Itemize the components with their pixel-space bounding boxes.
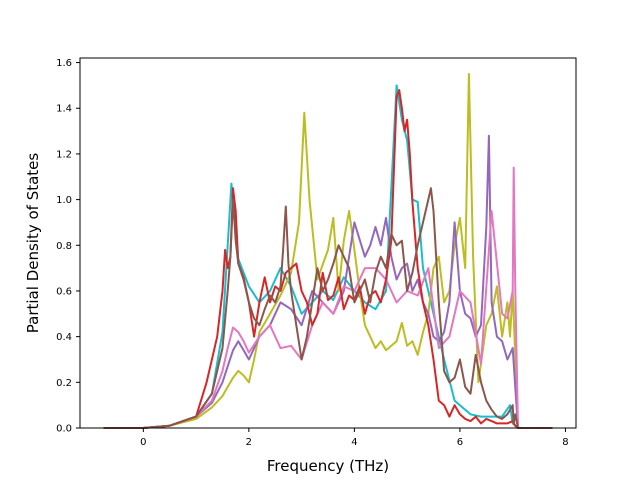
y-axis-ticks: 0.0 0.2 0.4 0.6 0.8 1.0 1.2 1.4 1.6 bbox=[56, 58, 80, 435]
y-tick-label: 0.0 bbox=[56, 424, 72, 435]
x-tick-label: 8 bbox=[562, 437, 568, 448]
y-tick-label: 0.4 bbox=[56, 332, 72, 343]
y-tick-label: 0.8 bbox=[56, 241, 72, 252]
series-line-3 bbox=[103, 134, 553, 429]
x-axis-ticks: 0 2 4 6 8 bbox=[140, 428, 569, 448]
plot-area bbox=[80, 58, 576, 428]
axes-frame bbox=[79, 57, 577, 429]
series-line-6 bbox=[103, 187, 553, 429]
y-tick-label: 1.4 bbox=[56, 104, 72, 115]
y-tick-label: 0.2 bbox=[56, 378, 72, 389]
x-tick-label: 6 bbox=[457, 437, 463, 448]
series-line-4 bbox=[103, 166, 553, 429]
y-tick-label: 1.0 bbox=[56, 195, 72, 206]
x-tick-label: 0 bbox=[140, 437, 146, 448]
x-tick-label: 4 bbox=[351, 437, 357, 448]
y-tick-label: 0.6 bbox=[56, 286, 72, 297]
x-axis-label: Frequency (THz) bbox=[267, 457, 389, 475]
y-axis-label: Partial Density of States bbox=[24, 153, 42, 334]
series-layer bbox=[103, 73, 553, 429]
series-line-5 bbox=[103, 89, 553, 429]
y-tick-label: 1.6 bbox=[56, 58, 72, 69]
y-tick-label: 1.2 bbox=[56, 149, 72, 160]
x-tick-label: 2 bbox=[246, 437, 252, 448]
series-line-2 bbox=[103, 73, 553, 429]
